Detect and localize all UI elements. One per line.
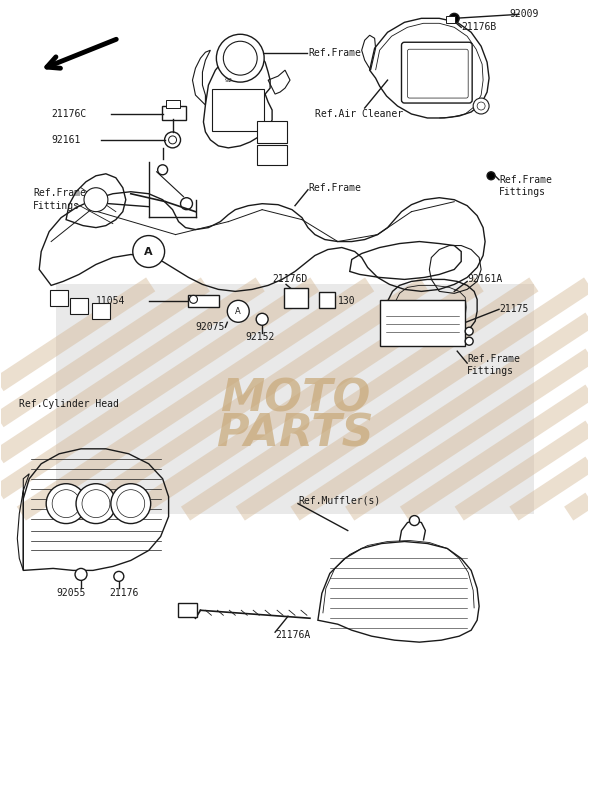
Circle shape [465,328,473,336]
Text: Ref.Muffler(s): Ref.Muffler(s) [298,495,380,506]
FancyBboxPatch shape [284,288,308,308]
Text: Ref.Cylinder Head: Ref.Cylinder Head [19,399,119,409]
Text: Ref.Air Cleaner: Ref.Air Cleaner [315,109,403,119]
FancyBboxPatch shape [257,121,287,143]
Circle shape [181,197,193,209]
Circle shape [76,483,116,523]
FancyBboxPatch shape [177,603,197,618]
FancyBboxPatch shape [319,292,335,308]
Circle shape [117,490,145,518]
Text: 92161A: 92161A [467,274,502,284]
FancyBboxPatch shape [408,50,468,98]
Text: 11054: 11054 [96,296,125,306]
Circle shape [216,34,264,82]
Text: 130: 130 [338,296,355,306]
Circle shape [168,136,177,144]
Text: Fittings: Fittings [467,366,514,376]
Text: 21176B: 21176B [461,22,497,32]
Circle shape [114,571,124,582]
Circle shape [477,102,485,110]
Circle shape [449,14,459,23]
Circle shape [473,98,489,114]
Text: 21176A: 21176A [275,630,310,640]
Circle shape [227,300,249,322]
Text: Ref.Frame: Ref.Frame [308,48,361,58]
Circle shape [190,296,197,304]
Text: 21176: 21176 [109,588,138,598]
Circle shape [82,490,110,518]
Text: Ref.Frame: Ref.Frame [308,183,361,193]
Text: Fittings: Fittings [499,187,546,197]
FancyBboxPatch shape [402,42,472,103]
Text: 92055: 92055 [56,588,85,598]
FancyBboxPatch shape [50,290,68,306]
Circle shape [52,490,80,518]
Circle shape [84,188,108,212]
Circle shape [75,568,87,580]
Circle shape [487,172,495,180]
Text: 92075: 92075 [196,322,225,332]
FancyBboxPatch shape [161,106,186,120]
Circle shape [223,42,257,75]
Text: 92161: 92161 [51,135,81,145]
FancyBboxPatch shape [56,284,534,514]
FancyBboxPatch shape [92,304,110,320]
Text: A: A [144,247,153,256]
Text: 92009: 92009 [509,10,538,19]
Text: Ref.Frame: Ref.Frame [499,175,552,185]
FancyBboxPatch shape [446,16,455,23]
Circle shape [158,165,168,175]
Circle shape [164,132,181,148]
Text: Ref.Frame: Ref.Frame [33,188,86,197]
Circle shape [465,337,473,345]
Text: A: A [236,307,241,316]
FancyBboxPatch shape [187,296,219,308]
Text: 21176C: 21176C [51,109,87,119]
Circle shape [111,483,151,523]
Circle shape [133,236,164,268]
Circle shape [256,313,268,325]
FancyBboxPatch shape [70,298,88,314]
Text: PARTS: PARTS [216,412,374,455]
FancyBboxPatch shape [166,100,180,108]
Circle shape [46,483,86,523]
Circle shape [409,515,419,526]
Text: MOTO: MOTO [220,377,370,420]
Text: Ref.Frame: Ref.Frame [467,354,520,364]
Text: Fittings: Fittings [33,201,80,211]
Text: 92152: 92152 [245,332,274,342]
FancyBboxPatch shape [257,145,287,165]
Text: 21175: 21175 [499,304,528,314]
Text: 92: 92 [224,78,232,82]
FancyBboxPatch shape [213,89,264,131]
FancyBboxPatch shape [379,300,465,346]
Text: 21176D: 21176D [272,274,307,284]
